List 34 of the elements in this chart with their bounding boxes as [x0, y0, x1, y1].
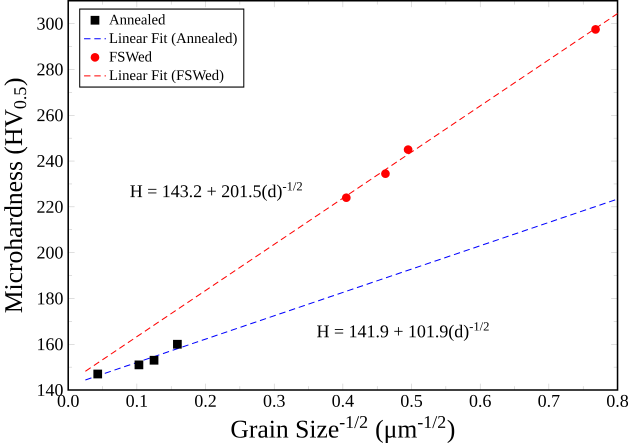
- point: [404, 145, 412, 154]
- x-axis-title: Grain Size$^{-1/2}$ (μm$^{-1/2}$): [231, 416, 454, 443]
- y-tick-label: 280: [37, 63, 63, 76]
- legend-label: Linear Fit (FSWed): [109, 70, 224, 84]
- legend-label: Linear Fit (Annealed): [109, 32, 237, 46]
- x-tick-label: 0.3: [264, 394, 285, 407]
- y-tick-label: 140: [38, 384, 63, 396]
- annotation: H = 143.2 + 201.5(d)$^{-1/2}$: [130, 182, 302, 201]
- x-tick-label: 0.4: [332, 394, 354, 407]
- x-tick-label: 0.8: [607, 394, 628, 407]
- point: [342, 193, 351, 202]
- x-tick-label: 0.5: [401, 394, 422, 407]
- annotation: H = 141.9 + 101.9(d)$^{-1/2}$: [317, 322, 489, 341]
- point: [591, 24, 600, 34]
- point: [381, 169, 390, 178]
- point: [173, 340, 182, 348]
- point: [150, 356, 158, 364]
- y-tick-label: 240: [37, 154, 63, 167]
- y-axis-title: Microhardness (HV$_{0.5}$): [4, 78, 28, 312]
- y-tick-label: 160: [38, 338, 63, 350]
- x-tick-label: 0.7: [538, 394, 560, 407]
- x-tick-label: 0.6: [470, 394, 491, 407]
- x-tick-label: 0.2: [195, 394, 216, 407]
- point: [134, 360, 144, 370]
- legend-label: Annealed: [109, 14, 166, 24]
- y-tick-label: 260: [37, 109, 63, 122]
- legend-label: FSWed: [109, 51, 152, 62]
- y-tick-label: 180: [38, 292, 63, 304]
- y-tick-label: 220: [37, 200, 63, 213]
- x-tick-label: 0.1: [126, 394, 148, 407]
- y-tick-label: 200: [37, 246, 63, 259]
- y-tick-label: 300: [37, 17, 63, 30]
- x-tick-label: 0.0: [58, 394, 79, 407]
- point: [93, 370, 102, 378]
